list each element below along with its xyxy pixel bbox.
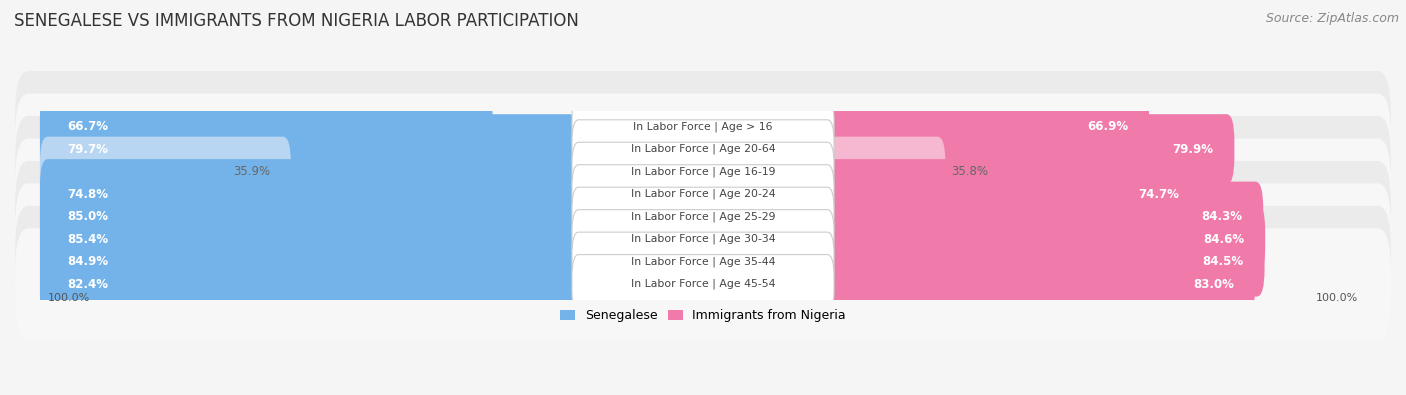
FancyBboxPatch shape <box>695 137 945 207</box>
Text: In Labor Force | Age 25-29: In Labor Force | Age 25-29 <box>631 211 775 222</box>
FancyBboxPatch shape <box>15 161 1391 272</box>
Text: In Labor Force | Age 20-24: In Labor Force | Age 20-24 <box>631 189 775 199</box>
Text: 82.4%: 82.4% <box>67 278 108 291</box>
Text: 85.4%: 85.4% <box>67 233 108 246</box>
FancyBboxPatch shape <box>572 165 834 224</box>
FancyBboxPatch shape <box>695 92 1149 162</box>
FancyBboxPatch shape <box>39 137 291 207</box>
FancyBboxPatch shape <box>15 206 1391 317</box>
Text: In Labor Force | Age 16-19: In Labor Force | Age 16-19 <box>631 166 775 177</box>
FancyBboxPatch shape <box>15 183 1391 295</box>
FancyBboxPatch shape <box>15 116 1391 228</box>
Text: 100.0%: 100.0% <box>1316 293 1358 303</box>
FancyBboxPatch shape <box>695 182 1263 252</box>
Text: 35.9%: 35.9% <box>233 165 270 178</box>
Text: In Labor Force | Age 45-54: In Labor Force | Age 45-54 <box>631 279 775 289</box>
FancyBboxPatch shape <box>572 232 834 291</box>
FancyBboxPatch shape <box>695 159 1201 229</box>
FancyBboxPatch shape <box>695 249 1254 319</box>
Text: 35.8%: 35.8% <box>950 165 987 178</box>
Text: SENEGALESE VS IMMIGRANTS FROM NIGERIA LABOR PARTICIPATION: SENEGALESE VS IMMIGRANTS FROM NIGERIA LA… <box>14 12 579 30</box>
Text: 74.7%: 74.7% <box>1139 188 1180 201</box>
FancyBboxPatch shape <box>15 228 1391 340</box>
FancyBboxPatch shape <box>15 71 1391 182</box>
FancyBboxPatch shape <box>39 226 612 297</box>
FancyBboxPatch shape <box>39 92 492 162</box>
FancyBboxPatch shape <box>695 114 1234 184</box>
Text: 84.9%: 84.9% <box>67 255 108 268</box>
FancyBboxPatch shape <box>39 249 596 319</box>
Text: 84.5%: 84.5% <box>1202 255 1243 268</box>
Text: 85.0%: 85.0% <box>67 210 108 223</box>
Text: In Labor Force | Age 35-44: In Labor Force | Age 35-44 <box>631 256 775 267</box>
FancyBboxPatch shape <box>15 139 1391 250</box>
FancyBboxPatch shape <box>572 97 834 156</box>
Text: Source: ZipAtlas.com: Source: ZipAtlas.com <box>1265 12 1399 25</box>
Text: 83.0%: 83.0% <box>1192 278 1233 291</box>
Text: 79.7%: 79.7% <box>67 143 108 156</box>
Text: In Labor Force | Age 20-64: In Labor Force | Age 20-64 <box>631 144 775 154</box>
Text: 79.9%: 79.9% <box>1173 143 1213 156</box>
FancyBboxPatch shape <box>39 204 616 274</box>
Text: In Labor Force | Age > 16: In Labor Force | Age > 16 <box>633 122 773 132</box>
FancyBboxPatch shape <box>695 204 1265 274</box>
Text: In Labor Force | Age 30-34: In Labor Force | Age 30-34 <box>631 234 775 245</box>
FancyBboxPatch shape <box>39 182 613 252</box>
Text: 66.9%: 66.9% <box>1087 120 1128 133</box>
FancyBboxPatch shape <box>572 187 834 246</box>
Text: 66.7%: 66.7% <box>67 120 108 133</box>
FancyBboxPatch shape <box>572 210 834 269</box>
Text: 84.6%: 84.6% <box>1204 233 1244 246</box>
FancyBboxPatch shape <box>572 255 834 314</box>
FancyBboxPatch shape <box>695 226 1264 297</box>
Text: 74.8%: 74.8% <box>67 188 108 201</box>
Legend: Senegalese, Immigrants from Nigeria: Senegalese, Immigrants from Nigeria <box>555 305 851 327</box>
Text: 100.0%: 100.0% <box>48 293 90 303</box>
Text: 84.3%: 84.3% <box>1201 210 1243 223</box>
FancyBboxPatch shape <box>39 159 546 229</box>
FancyBboxPatch shape <box>15 94 1391 205</box>
FancyBboxPatch shape <box>572 142 834 201</box>
FancyBboxPatch shape <box>39 114 578 184</box>
FancyBboxPatch shape <box>572 120 834 179</box>
